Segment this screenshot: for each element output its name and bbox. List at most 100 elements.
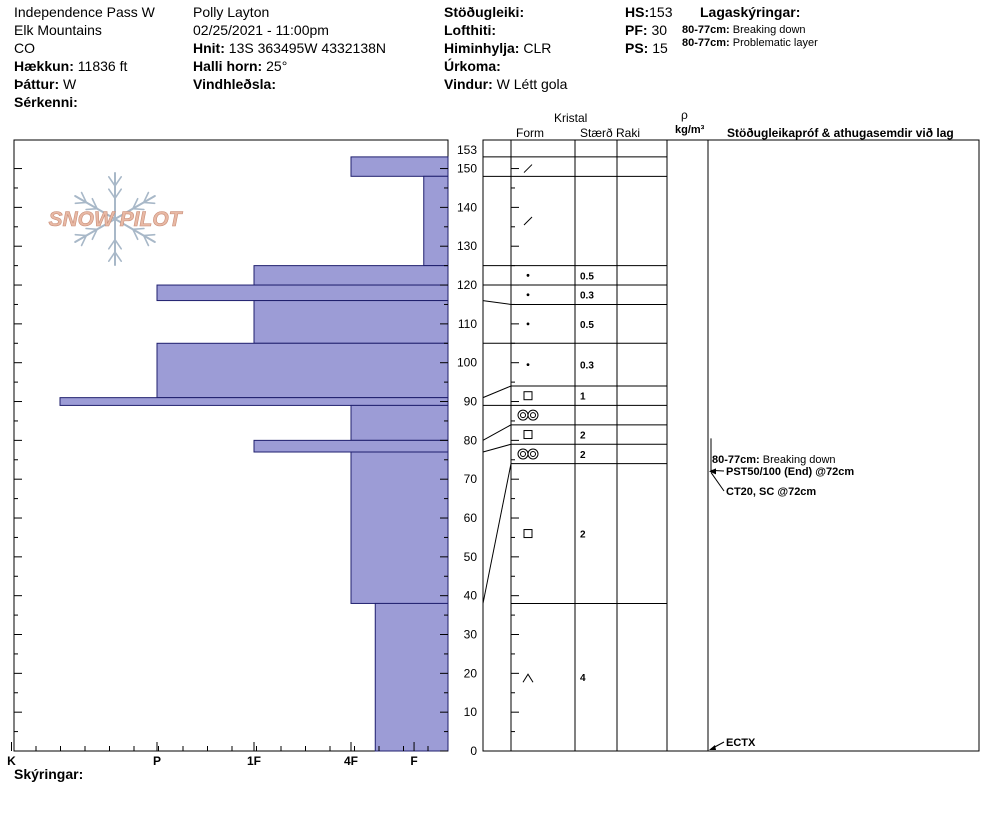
depth-tick-label: 20 xyxy=(464,666,478,680)
snowflake-branch xyxy=(91,197,98,210)
snowpilot-logo: SNOW PILOT xyxy=(48,172,184,266)
hardness-bar xyxy=(350,451,449,604)
grain-size-label: 0.3 xyxy=(580,291,594,302)
hardness-tick-label: F xyxy=(410,754,417,768)
snowflake-arm xyxy=(114,195,156,220)
melt-form-symbol xyxy=(520,412,526,419)
snowflake-branch xyxy=(74,233,88,237)
depth-tick-label: 140 xyxy=(457,200,477,214)
precip-label: Úrkoma: xyxy=(444,58,501,74)
depth-tick-label: 50 xyxy=(464,550,478,564)
hardness-bar xyxy=(374,602,449,752)
hardness-bar xyxy=(253,439,449,453)
air-temp-label: Lofthiti: xyxy=(444,22,497,38)
elevation-value: 11836 ft xyxy=(77,58,128,74)
snowflake-branch xyxy=(132,228,139,241)
hardness-bar xyxy=(423,175,449,267)
faceted-symbol xyxy=(523,529,533,539)
snowflake-branch xyxy=(85,227,98,231)
snowflake-branch xyxy=(80,191,88,204)
crystal-table: 0.5 0.3 0.5 0.3 1 2 2 2 4 xyxy=(482,139,980,752)
depth-tick-label: 0 xyxy=(470,744,477,758)
faceted-symbol xyxy=(523,391,533,401)
aspect-value: W xyxy=(63,76,77,92)
snowflake-branch xyxy=(142,191,150,204)
slope-label: Halli horn: xyxy=(193,58,263,74)
depth-tick-label: 30 xyxy=(464,628,478,642)
elevation-label: Hækkun: xyxy=(14,58,74,74)
comment-title: 80-77cm: Breaking down xyxy=(712,454,836,466)
depth-tick-label: 110 xyxy=(458,317,477,331)
rounded-grain-symbol xyxy=(526,363,530,367)
depth-tick-label: 10 xyxy=(464,705,478,719)
snowflake-branch xyxy=(142,201,156,205)
size-header: Stærð xyxy=(580,126,613,140)
snowflake-branch xyxy=(107,238,116,250)
test-label: CT20, SC @72cm xyxy=(726,486,817,498)
grain-size-label: 0.3 xyxy=(580,361,594,372)
hardness-axis-ticks: IKP1F4FF xyxy=(7,168,429,768)
test-label: ECTX xyxy=(726,737,756,749)
crystal-header: Kristal xyxy=(554,111,588,125)
snowflake-branch xyxy=(91,228,98,241)
hardness-tick-label: K xyxy=(7,754,16,768)
crystal-table-frame xyxy=(482,139,980,752)
ps-label: PS: xyxy=(625,40,649,56)
snowflake-branch xyxy=(80,234,88,247)
slope-value: 25° xyxy=(266,58,288,74)
snowflake-branch xyxy=(85,207,98,211)
wind-label: Vindur: xyxy=(444,76,493,92)
snowflake-branch xyxy=(114,188,123,200)
specifics-label: Sérkenni: xyxy=(14,94,78,110)
aspect-label: Þáttur: xyxy=(14,76,60,92)
hardness-bar xyxy=(253,300,449,344)
sky-label: Himinhylja: xyxy=(444,40,520,56)
melt-form-symbol xyxy=(530,450,536,457)
hardness-bar xyxy=(253,265,449,286)
depth-tick-label: 60 xyxy=(464,511,478,525)
sky-value: CLR xyxy=(523,40,552,56)
moisture-header: Raki xyxy=(616,126,641,140)
snowflake-branch xyxy=(132,227,145,231)
rho-header: ρ xyxy=(681,108,688,122)
hardness-tick-label: 4F xyxy=(344,754,358,768)
hardness-bar xyxy=(59,397,449,406)
depth-tick-label: 120 xyxy=(457,278,477,292)
layer-connector xyxy=(482,443,512,453)
melt-form-symbol xyxy=(520,450,526,457)
snowflake-arm xyxy=(114,218,156,243)
hs-value: 153 xyxy=(649,4,673,20)
depth-tick-label: 40 xyxy=(464,589,478,603)
location-name: Independence Pass W xyxy=(14,4,155,20)
grain-size-label: 0.5 xyxy=(580,271,594,282)
layer-connector xyxy=(482,424,512,441)
form-header: Form xyxy=(516,126,544,140)
depth-tick-label: 80 xyxy=(464,433,478,447)
test-pointers xyxy=(709,438,725,750)
comments-header: Stöðugleikapróf & athugasemdir við lag xyxy=(727,126,954,140)
coord-value: 13S 363495W 4332138N xyxy=(228,40,387,56)
layer-note: 80-77cm: Breaking down xyxy=(682,24,806,36)
snowflake-arm xyxy=(74,195,116,220)
layer-connector xyxy=(482,463,512,604)
snowflake-branch xyxy=(142,234,150,247)
faceted-symbol xyxy=(523,430,533,440)
layer-connector xyxy=(482,300,512,305)
melt-form-symbol xyxy=(527,409,539,421)
layer-connector xyxy=(482,385,512,399)
depth-tick-label: 150 xyxy=(457,162,477,176)
mountain-range: Elk Mountains xyxy=(14,22,102,38)
snowflake-branch xyxy=(107,188,116,200)
observer: Polly Layton xyxy=(193,4,270,20)
grain-size-label: 2 xyxy=(580,431,586,442)
ps-value: 15 xyxy=(652,40,668,56)
snowflake-branch xyxy=(114,238,123,250)
melt-form-symbol xyxy=(530,412,536,419)
hardness-bar xyxy=(156,284,449,302)
hardness-bar xyxy=(156,342,449,399)
melt-form-symbol xyxy=(527,448,539,460)
pointer-line xyxy=(710,472,725,492)
state: CO xyxy=(14,40,35,56)
datetime: 02/25/2021 - 11:00pm xyxy=(193,22,329,38)
